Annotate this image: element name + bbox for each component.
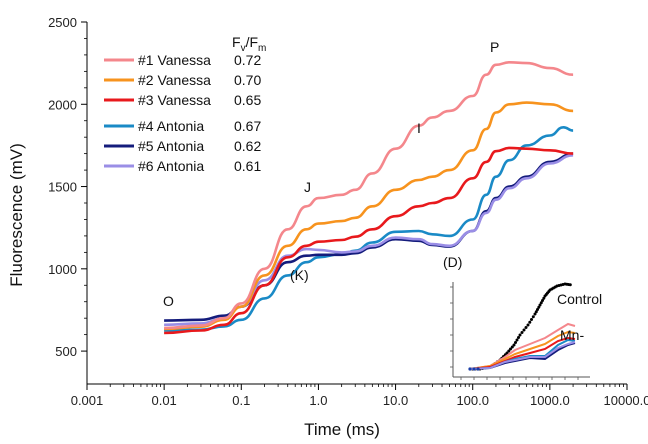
legend-value-4: 0.67 bbox=[234, 118, 261, 134]
legend-name-3: #3 Vanessa bbox=[138, 92, 211, 108]
inset-control-point bbox=[522, 328, 526, 332]
inset-control-point bbox=[528, 320, 532, 324]
x-tick-label: 10000.0 bbox=[604, 393, 648, 408]
inset-control-point bbox=[515, 338, 519, 342]
inset-control-point bbox=[505, 351, 509, 355]
legend-value-1: 0.72 bbox=[234, 52, 261, 68]
tick-marks: 0.001 0.01 0.1 1.0 10.0 100.0 1000.0 10000.0 500… bbox=[48, 15, 648, 408]
x-tick-label: 10.0 bbox=[383, 393, 408, 408]
inset-control-point bbox=[526, 323, 530, 327]
legend-name-5: #5 Antonia bbox=[138, 138, 204, 154]
x-tick-label: 0.001 bbox=[71, 393, 104, 408]
series-line-4 bbox=[164, 126, 574, 332]
legend-name-4: #4 Antonia bbox=[138, 118, 204, 134]
series-line-1 bbox=[164, 61, 574, 330]
inset-control-point bbox=[524, 326, 528, 329]
inset-control-point bbox=[514, 341, 517, 344]
annotation-P: P bbox=[490, 39, 499, 55]
legend-name-2: #2 Vanessa bbox=[138, 72, 211, 88]
inset-control-point bbox=[518, 333, 522, 337]
inset-start-point bbox=[468, 367, 472, 371]
inset-chart: Control Mn- bbox=[450, 282, 602, 380]
inset-control-point bbox=[509, 347, 512, 351]
inset-control-point bbox=[510, 345, 514, 349]
legend-name-6: #6 Antonia bbox=[138, 158, 204, 174]
inset-control-point bbox=[530, 318, 533, 321]
inset-start-point bbox=[472, 367, 476, 371]
inset-control-point bbox=[538, 303, 542, 307]
inset-series-6 bbox=[469, 341, 576, 370]
inset-control-point bbox=[539, 301, 543, 305]
inset-control-point bbox=[507, 349, 511, 353]
inset-control-point bbox=[517, 336, 520, 339]
inset-control-point bbox=[541, 299, 544, 302]
inset-control-point bbox=[537, 305, 541, 309]
annotation-D: (D) bbox=[443, 254, 462, 270]
annotation-K: (K) bbox=[290, 267, 309, 283]
inset-control-point bbox=[520, 331, 524, 334]
legend-value-2: 0.70 bbox=[234, 72, 261, 88]
annotation-O: O bbox=[163, 293, 174, 309]
legend-value-3: 0.65 bbox=[234, 92, 261, 108]
inset-control-point bbox=[534, 310, 538, 314]
legend: Fv/Fm #1 Vanessa 0.72 #2 Vanessa 0.70 #3 Vane… bbox=[104, 34, 266, 174]
inset-series-2 bbox=[469, 330, 576, 370]
x-tick-label: 1000.0 bbox=[530, 393, 570, 408]
y-tick-label: 1000 bbox=[48, 262, 77, 277]
inset-control-point bbox=[531, 315, 535, 319]
annotation-J: J bbox=[304, 179, 311, 195]
inset-control-point bbox=[533, 312, 537, 316]
series-line-5 bbox=[164, 152, 574, 322]
series-line-6 bbox=[164, 154, 574, 327]
x-tick-label: 1.0 bbox=[309, 393, 327, 408]
y-tick-label: 2000 bbox=[48, 97, 77, 112]
series-layer bbox=[164, 61, 574, 335]
x-tick-label: 0.1 bbox=[232, 393, 250, 408]
y-tick-label: 2500 bbox=[48, 15, 77, 30]
legend-header: Fv/Fm bbox=[232, 34, 266, 54]
y-tick-label: 1500 bbox=[48, 180, 77, 195]
annotation-I: I bbox=[417, 120, 421, 136]
legend-value-6: 0.61 bbox=[234, 158, 261, 174]
inset-start-point bbox=[476, 367, 480, 371]
inset-control-point bbox=[542, 296, 546, 300]
y-axis-label: Fluorescence (mV) bbox=[7, 143, 26, 287]
legend-name-1: #1 Vanessa bbox=[138, 52, 211, 68]
series-line-3 bbox=[164, 146, 574, 335]
inset-control-point bbox=[536, 308, 539, 311]
inset-label-control: Control bbox=[557, 291, 602, 307]
inset-control-point bbox=[568, 283, 572, 287]
y-tick-label: 500 bbox=[55, 344, 77, 359]
x-tick-label: 0.01 bbox=[151, 393, 176, 408]
series-line-2 bbox=[164, 101, 574, 331]
legend-value-5: 0.62 bbox=[234, 138, 261, 154]
inset-control-point bbox=[512, 343, 516, 347]
inset-label-mn: Mn- bbox=[560, 327, 584, 343]
annotations: O J I P (K) (D) bbox=[163, 39, 499, 309]
x-tick-label: 100.0 bbox=[456, 393, 489, 408]
x-axis-label: Time (ms) bbox=[304, 420, 380, 439]
